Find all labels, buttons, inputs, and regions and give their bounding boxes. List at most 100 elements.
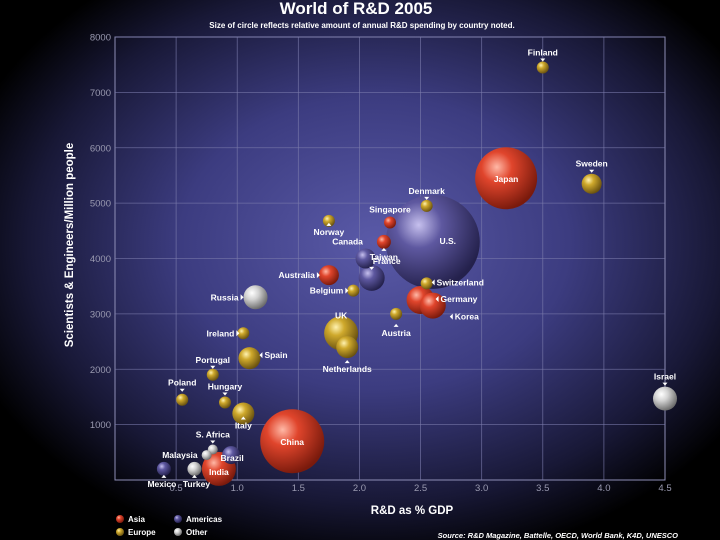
- bubble-turkey[interactable]: [187, 461, 202, 476]
- bubble-label-brazil: Brazil: [221, 453, 244, 463]
- bubbles: Finland Sweden Japan Denmark Singapore Norway…: [147, 47, 677, 489]
- pointer-portugal: [210, 365, 216, 369]
- pointer-turkey: [191, 474, 197, 478]
- bubble-poland[interactable]: [176, 393, 189, 406]
- x-tick-label: 1.5: [292, 483, 305, 494]
- bubble-italy[interactable]: [232, 402, 255, 425]
- pointer-france: [369, 266, 375, 270]
- bubble-label-singapore: Singapore: [369, 205, 411, 215]
- bubble-label-france: France: [373, 256, 401, 266]
- bubble-israel[interactable]: [653, 386, 677, 411]
- legend-swatch-americas: [174, 515, 182, 523]
- source-note: Source: R&D Magazine, Battelle, OECD, Wo…: [438, 531, 678, 540]
- bubble-label-ireland: Ireland: [206, 328, 234, 338]
- bubble-label-austria: Austria: [381, 328, 411, 338]
- bubble-label-india: India: [209, 467, 229, 477]
- bubble-china[interactable]: [260, 409, 325, 474]
- legend-label-asia: Asia: [128, 515, 145, 524]
- bubble-australia[interactable]: [318, 265, 339, 286]
- y-tick-label: 5000: [90, 199, 111, 210]
- bubble-austria[interactable]: [390, 307, 403, 320]
- bubble-label-netherlands: Netherlands: [323, 364, 372, 374]
- bubble-japan[interactable]: [475, 147, 538, 210]
- bubble-spain[interactable]: [238, 347, 261, 370]
- x-tick-label: 1.0: [231, 483, 244, 494]
- pointer-sweden: [589, 169, 595, 173]
- bubble-label-switzerland: Switzerland: [437, 277, 484, 287]
- x-tick-label: 2.0: [353, 483, 366, 494]
- x-tick-label: 2.5: [414, 483, 427, 494]
- legend-label-americas: Americas: [186, 515, 223, 524]
- bubble-label-finland: Finland: [528, 47, 558, 57]
- bubble-label-japan: Japan: [494, 174, 519, 184]
- y-tick-label: 4000: [90, 254, 111, 265]
- bubble-label-germany: Germany: [441, 294, 478, 304]
- pointer-netherlands: [344, 360, 350, 364]
- bubble-ireland[interactable]: [237, 327, 250, 340]
- bubble-norway[interactable]: [322, 214, 335, 227]
- pointer-australia: [316, 272, 320, 279]
- pointer-taiwan: [381, 247, 387, 251]
- y-tick-label: 3000: [90, 309, 111, 320]
- pointer-s-africa: [210, 440, 216, 444]
- x-tick-label: 3.5: [536, 483, 549, 494]
- bubble-denmark[interactable]: [420, 199, 433, 212]
- pointer-korea: [449, 313, 453, 320]
- y-tick-label: 6000: [90, 143, 111, 154]
- bubble-brazil[interactable]: [222, 446, 241, 465]
- bubble-label-turkey: Turkey: [183, 479, 211, 489]
- bubble-sweden[interactable]: [581, 173, 602, 194]
- bubble-korea[interactable]: [419, 292, 446, 319]
- bubble-finland[interactable]: [536, 61, 549, 74]
- pointer-italy: [240, 416, 246, 420]
- bubble-label-spain: Spain: [264, 350, 287, 360]
- bubble-singapore[interactable]: [384, 216, 396, 229]
- bubble-france[interactable]: [358, 264, 385, 291]
- bubble-label-portugal: Portugal: [196, 355, 230, 365]
- pointer-ireland: [236, 330, 240, 337]
- bubble-label-uk: UK: [335, 310, 348, 320]
- y-tick-label: 8000: [90, 33, 111, 44]
- x-tick-label: 4.0: [597, 483, 610, 494]
- bubble-label-korea: Korea: [455, 312, 479, 322]
- chart-subtitle: Size of circle reflects relative amount …: [209, 21, 514, 30]
- x-tick-label: 3.0: [475, 483, 488, 494]
- bubble-label-australia: Australia: [279, 270, 316, 280]
- bubble-label-canada: Canada: [332, 237, 363, 247]
- y-axis-label: Scientists & Engineers/Million people: [64, 143, 76, 347]
- bubble-taiwan[interactable]: [376, 234, 391, 249]
- legend-label-other: Other: [186, 528, 207, 537]
- bubble-belgium[interactable]: [347, 284, 360, 297]
- y-tick-label: 7000: [90, 88, 111, 99]
- bubble-label-china: China: [280, 437, 304, 447]
- pointer-belgium: [345, 287, 349, 294]
- bubble-label-hungary: Hungary: [208, 381, 243, 391]
- bubble-label-s-africa: S. Africa: [196, 430, 230, 440]
- pointer-austria: [393, 323, 399, 327]
- bubble-u-s[interactable]: [385, 194, 480, 289]
- bubble-hungary[interactable]: [219, 396, 231, 409]
- x-axis-label: R&D as % GDP: [371, 505, 454, 517]
- legend-swatch-europe: [116, 528, 124, 536]
- bubble-netherlands[interactable]: [336, 336, 359, 359]
- pointer-switzerland: [431, 279, 435, 286]
- legend-swatch-other: [174, 528, 182, 536]
- bubble-label-israel: Israel: [654, 372, 676, 382]
- bubble-canada[interactable]: [355, 248, 376, 269]
- bubble-mexico[interactable]: [156, 461, 171, 476]
- x-tick-label: 0.5: [170, 483, 183, 494]
- bubble-label-u-s: U.S.: [440, 236, 457, 246]
- bubble-malaysia[interactable]: [201, 450, 212, 461]
- bubble-switzerland[interactable]: [420, 277, 433, 290]
- bubble-label-denmark: Denmark: [408, 186, 445, 196]
- legend: Asia Americas Europe Other: [116, 515, 223, 537]
- bubble-label-belgium: Belgium: [310, 286, 344, 296]
- chart-title: World of R&D 2005: [280, 0, 433, 18]
- bubble-russia[interactable]: [243, 285, 268, 310]
- bubble-portugal[interactable]: [206, 368, 219, 381]
- bubble-label-poland: Poland: [168, 378, 196, 388]
- bubble-label-norway: Norway: [314, 227, 345, 237]
- tick-labels: 0.5 1.0 1.5 2.0 2.5 3.0 3.5 4.0 4.5 1000 2000 3000 4…: [90, 33, 672, 495]
